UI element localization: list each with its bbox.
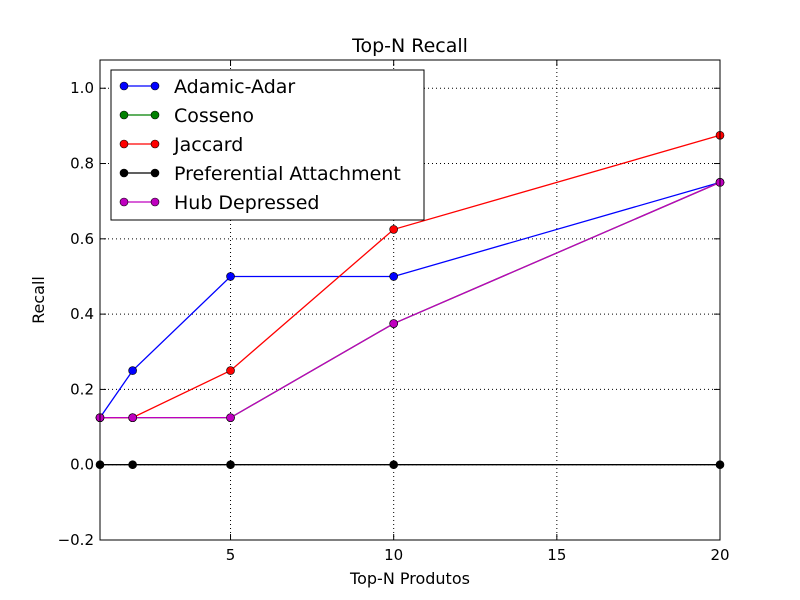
- y-tick-label: 0.2: [70, 380, 94, 398]
- series-preferential-attachment: [95, 460, 725, 470]
- y-tick-label: −0.2: [58, 531, 94, 549]
- legend-label: Cosseno: [174, 105, 254, 127]
- legend-box: [110, 69, 425, 221]
- legend-marker: [150, 197, 160, 207]
- legend: Adamic-Adar Cosseno Jaccard Preferential At…: [110, 69, 425, 221]
- plot-frame: [99, 59, 721, 541]
- legend-marker: [119, 197, 129, 207]
- y-tick-label: 0.8: [70, 155, 94, 173]
- chart-title: Top-N Recall: [351, 35, 468, 57]
- legend-entry: Hub Depressed: [119, 192, 319, 214]
- data-point: [389, 319, 398, 328]
- legend-marker: [119, 168, 129, 178]
- legend-marker: [150, 81, 160, 91]
- ticks: 5 10 15 20 −0.2 0.0 0.2 0.4 0.6 0.8 1.0: [58, 60, 730, 564]
- data-point: [226, 366, 235, 375]
- legend-entry: Preferential Attachment: [119, 163, 401, 185]
- legend-label: Adamic-Adar: [174, 76, 295, 98]
- legend-marker: [119, 81, 129, 91]
- data-point: [389, 460, 398, 470]
- legend-marker: [150, 168, 160, 178]
- legend-entry: Cosseno: [119, 105, 254, 127]
- legend-marker: [119, 139, 129, 149]
- x-tick-label: 10: [384, 546, 403, 564]
- x-tick-label: 15: [547, 546, 566, 564]
- legend-entry: Jaccard: [119, 134, 243, 156]
- data-point: [226, 413, 235, 422]
- data-point: [226, 272, 235, 281]
- x-axis-title: Top-N Produtos: [349, 569, 470, 588]
- legend-label: Preferential Attachment: [174, 163, 401, 185]
- legend-marker: [119, 110, 129, 120]
- legend-marker: [150, 139, 160, 149]
- y-tick-label: 1.0: [70, 79, 94, 97]
- y-tick-label: 0.6: [70, 230, 94, 248]
- legend-label: Jaccard: [173, 134, 243, 156]
- legend-marker: [150, 110, 160, 120]
- y-tick-label: 0.0: [70, 456, 94, 474]
- data-point: [128, 413, 137, 422]
- data-point: [128, 460, 137, 470]
- x-tick-label: 20: [710, 546, 729, 564]
- data-point: [128, 366, 137, 375]
- data-point: [226, 460, 235, 470]
- y-tick-label: 0.4: [70, 305, 94, 323]
- data-point: [389, 225, 398, 234]
- legend-label: Hub Depressed: [174, 192, 319, 214]
- series-adamic-adar: [95, 178, 725, 422]
- y-axis-title: Recall: [29, 276, 48, 324]
- x-tick-label: 5: [226, 546, 236, 564]
- data-point: [389, 272, 398, 281]
- legend-entry: Adamic-Adar: [119, 76, 295, 98]
